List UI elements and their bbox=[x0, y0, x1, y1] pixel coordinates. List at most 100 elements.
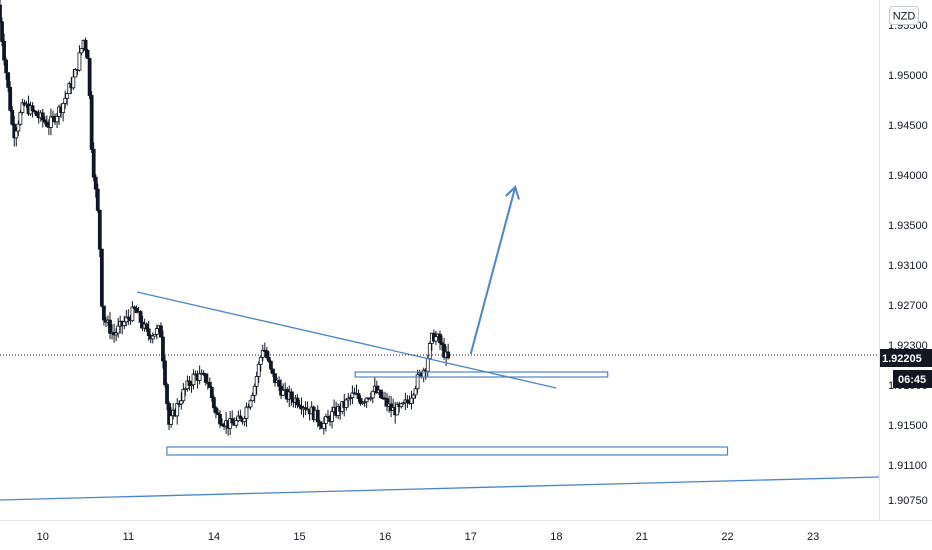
candle[interactable] bbox=[326, 410, 330, 418]
candle[interactable] bbox=[395, 401, 400, 416]
candle[interactable] bbox=[63, 90, 68, 109]
candle[interactable] bbox=[67, 81, 72, 94]
candle[interactable] bbox=[8, 81, 13, 112]
candle[interactable] bbox=[368, 392, 373, 402]
candle[interactable] bbox=[49, 108, 53, 136]
candle[interactable] bbox=[266, 351, 271, 364]
candle[interactable] bbox=[262, 342, 267, 352]
candle[interactable] bbox=[405, 395, 410, 409]
candle[interactable] bbox=[150, 332, 155, 344]
candle[interactable] bbox=[134, 305, 139, 314]
candle[interactable] bbox=[438, 330, 442, 351]
candle[interactable] bbox=[16, 120, 21, 136]
candle[interactable] bbox=[132, 305, 137, 311]
candle[interactable] bbox=[385, 392, 389, 412]
candle[interactable] bbox=[315, 405, 320, 428]
candle[interactable] bbox=[191, 369, 196, 390]
candle[interactable] bbox=[413, 385, 418, 399]
candle[interactable] bbox=[83, 37, 88, 58]
candle[interactable] bbox=[32, 109, 37, 114]
candle[interactable] bbox=[389, 396, 394, 418]
candle[interactable] bbox=[277, 376, 281, 392]
candle[interactable] bbox=[0, 0, 2, 23]
candle[interactable] bbox=[189, 381, 194, 393]
candle[interactable] bbox=[256, 361, 261, 384]
candle[interactable] bbox=[101, 305, 106, 326]
candle[interactable] bbox=[2, 33, 6, 66]
candle[interactable] bbox=[122, 315, 127, 330]
price-axis[interactable]: 1.955001.950001.945001.940001.935001.931… bbox=[879, 0, 928, 520]
candle[interactable] bbox=[87, 57, 92, 100]
candle[interactable] bbox=[163, 356, 167, 388]
candle[interactable] bbox=[321, 417, 326, 435]
candle[interactable] bbox=[260, 344, 265, 362]
candle[interactable] bbox=[167, 401, 171, 430]
candle[interactable] bbox=[281, 383, 286, 396]
candle[interactable] bbox=[346, 393, 351, 408]
candle[interactable] bbox=[65, 92, 70, 106]
candle[interactable] bbox=[161, 330, 165, 369]
projection-arrow[interactable] bbox=[469, 185, 520, 355]
candle[interactable] bbox=[187, 375, 192, 391]
candle[interactable] bbox=[44, 115, 49, 128]
candle[interactable] bbox=[258, 355, 263, 372]
candle[interactable] bbox=[144, 322, 149, 333]
candle[interactable] bbox=[446, 343, 451, 360]
candle[interactable] bbox=[203, 373, 208, 386]
candle[interactable] bbox=[358, 395, 363, 406]
candle[interactable] bbox=[271, 368, 275, 378]
candle[interactable] bbox=[228, 410, 233, 436]
candle[interactable] bbox=[197, 365, 202, 385]
candle[interactable] bbox=[427, 341, 432, 360]
candle[interactable] bbox=[252, 383, 257, 403]
candle[interactable] bbox=[71, 69, 76, 90]
candle[interactable] bbox=[114, 328, 119, 342]
resistance-zone-box[interactable] bbox=[354, 371, 609, 378]
candle[interactable] bbox=[169, 407, 174, 428]
candle[interactable] bbox=[374, 380, 379, 394]
candle[interactable] bbox=[138, 309, 143, 329]
candle[interactable] bbox=[181, 383, 186, 404]
candle[interactable] bbox=[42, 116, 47, 125]
candle[interactable] bbox=[370, 390, 375, 404]
candle[interactable] bbox=[250, 392, 255, 402]
candle[interactable] bbox=[93, 174, 98, 198]
candle[interactable] bbox=[73, 67, 78, 78]
candle[interactable] bbox=[434, 330, 438, 345]
candle[interactable] bbox=[254, 371, 259, 395]
candle[interactable] bbox=[415, 369, 420, 394]
candle[interactable] bbox=[108, 312, 112, 340]
candle[interactable] bbox=[61, 102, 66, 122]
candle[interactable] bbox=[348, 394, 353, 406]
candle[interactable] bbox=[40, 108, 45, 128]
candle[interactable] bbox=[362, 399, 367, 407]
candle[interactable] bbox=[18, 109, 23, 126]
candle[interactable] bbox=[264, 347, 269, 360]
candle[interactable] bbox=[273, 373, 277, 387]
candle[interactable] bbox=[10, 105, 15, 126]
candle[interactable] bbox=[124, 310, 129, 327]
candle[interactable] bbox=[4, 57, 9, 80]
candle[interactable] bbox=[356, 389, 361, 402]
candle[interactable] bbox=[91, 142, 96, 182]
candle[interactable] bbox=[297, 400, 302, 409]
candle[interactable] bbox=[411, 393, 416, 404]
candle[interactable] bbox=[220, 418, 224, 427]
candle[interactable] bbox=[99, 248, 104, 308]
candle[interactable] bbox=[379, 389, 383, 399]
candle[interactable] bbox=[79, 48, 84, 56]
time-axis[interactable]: 10 11 14 15 16 17 18 21 22 23 bbox=[0, 520, 932, 544]
candle[interactable] bbox=[30, 102, 35, 118]
candle[interactable] bbox=[6, 72, 11, 92]
candle[interactable] bbox=[85, 48, 90, 59]
candle[interactable] bbox=[95, 183, 100, 213]
candle[interactable] bbox=[34, 110, 39, 117]
candle[interactable] bbox=[409, 390, 414, 410]
candle[interactable] bbox=[159, 322, 163, 338]
candle[interactable] bbox=[317, 419, 322, 430]
candle[interactable] bbox=[0, 17, 4, 46]
candle[interactable] bbox=[440, 335, 444, 351]
candle[interactable] bbox=[154, 324, 159, 340]
support-zone-box[interactable] bbox=[166, 446, 729, 456]
